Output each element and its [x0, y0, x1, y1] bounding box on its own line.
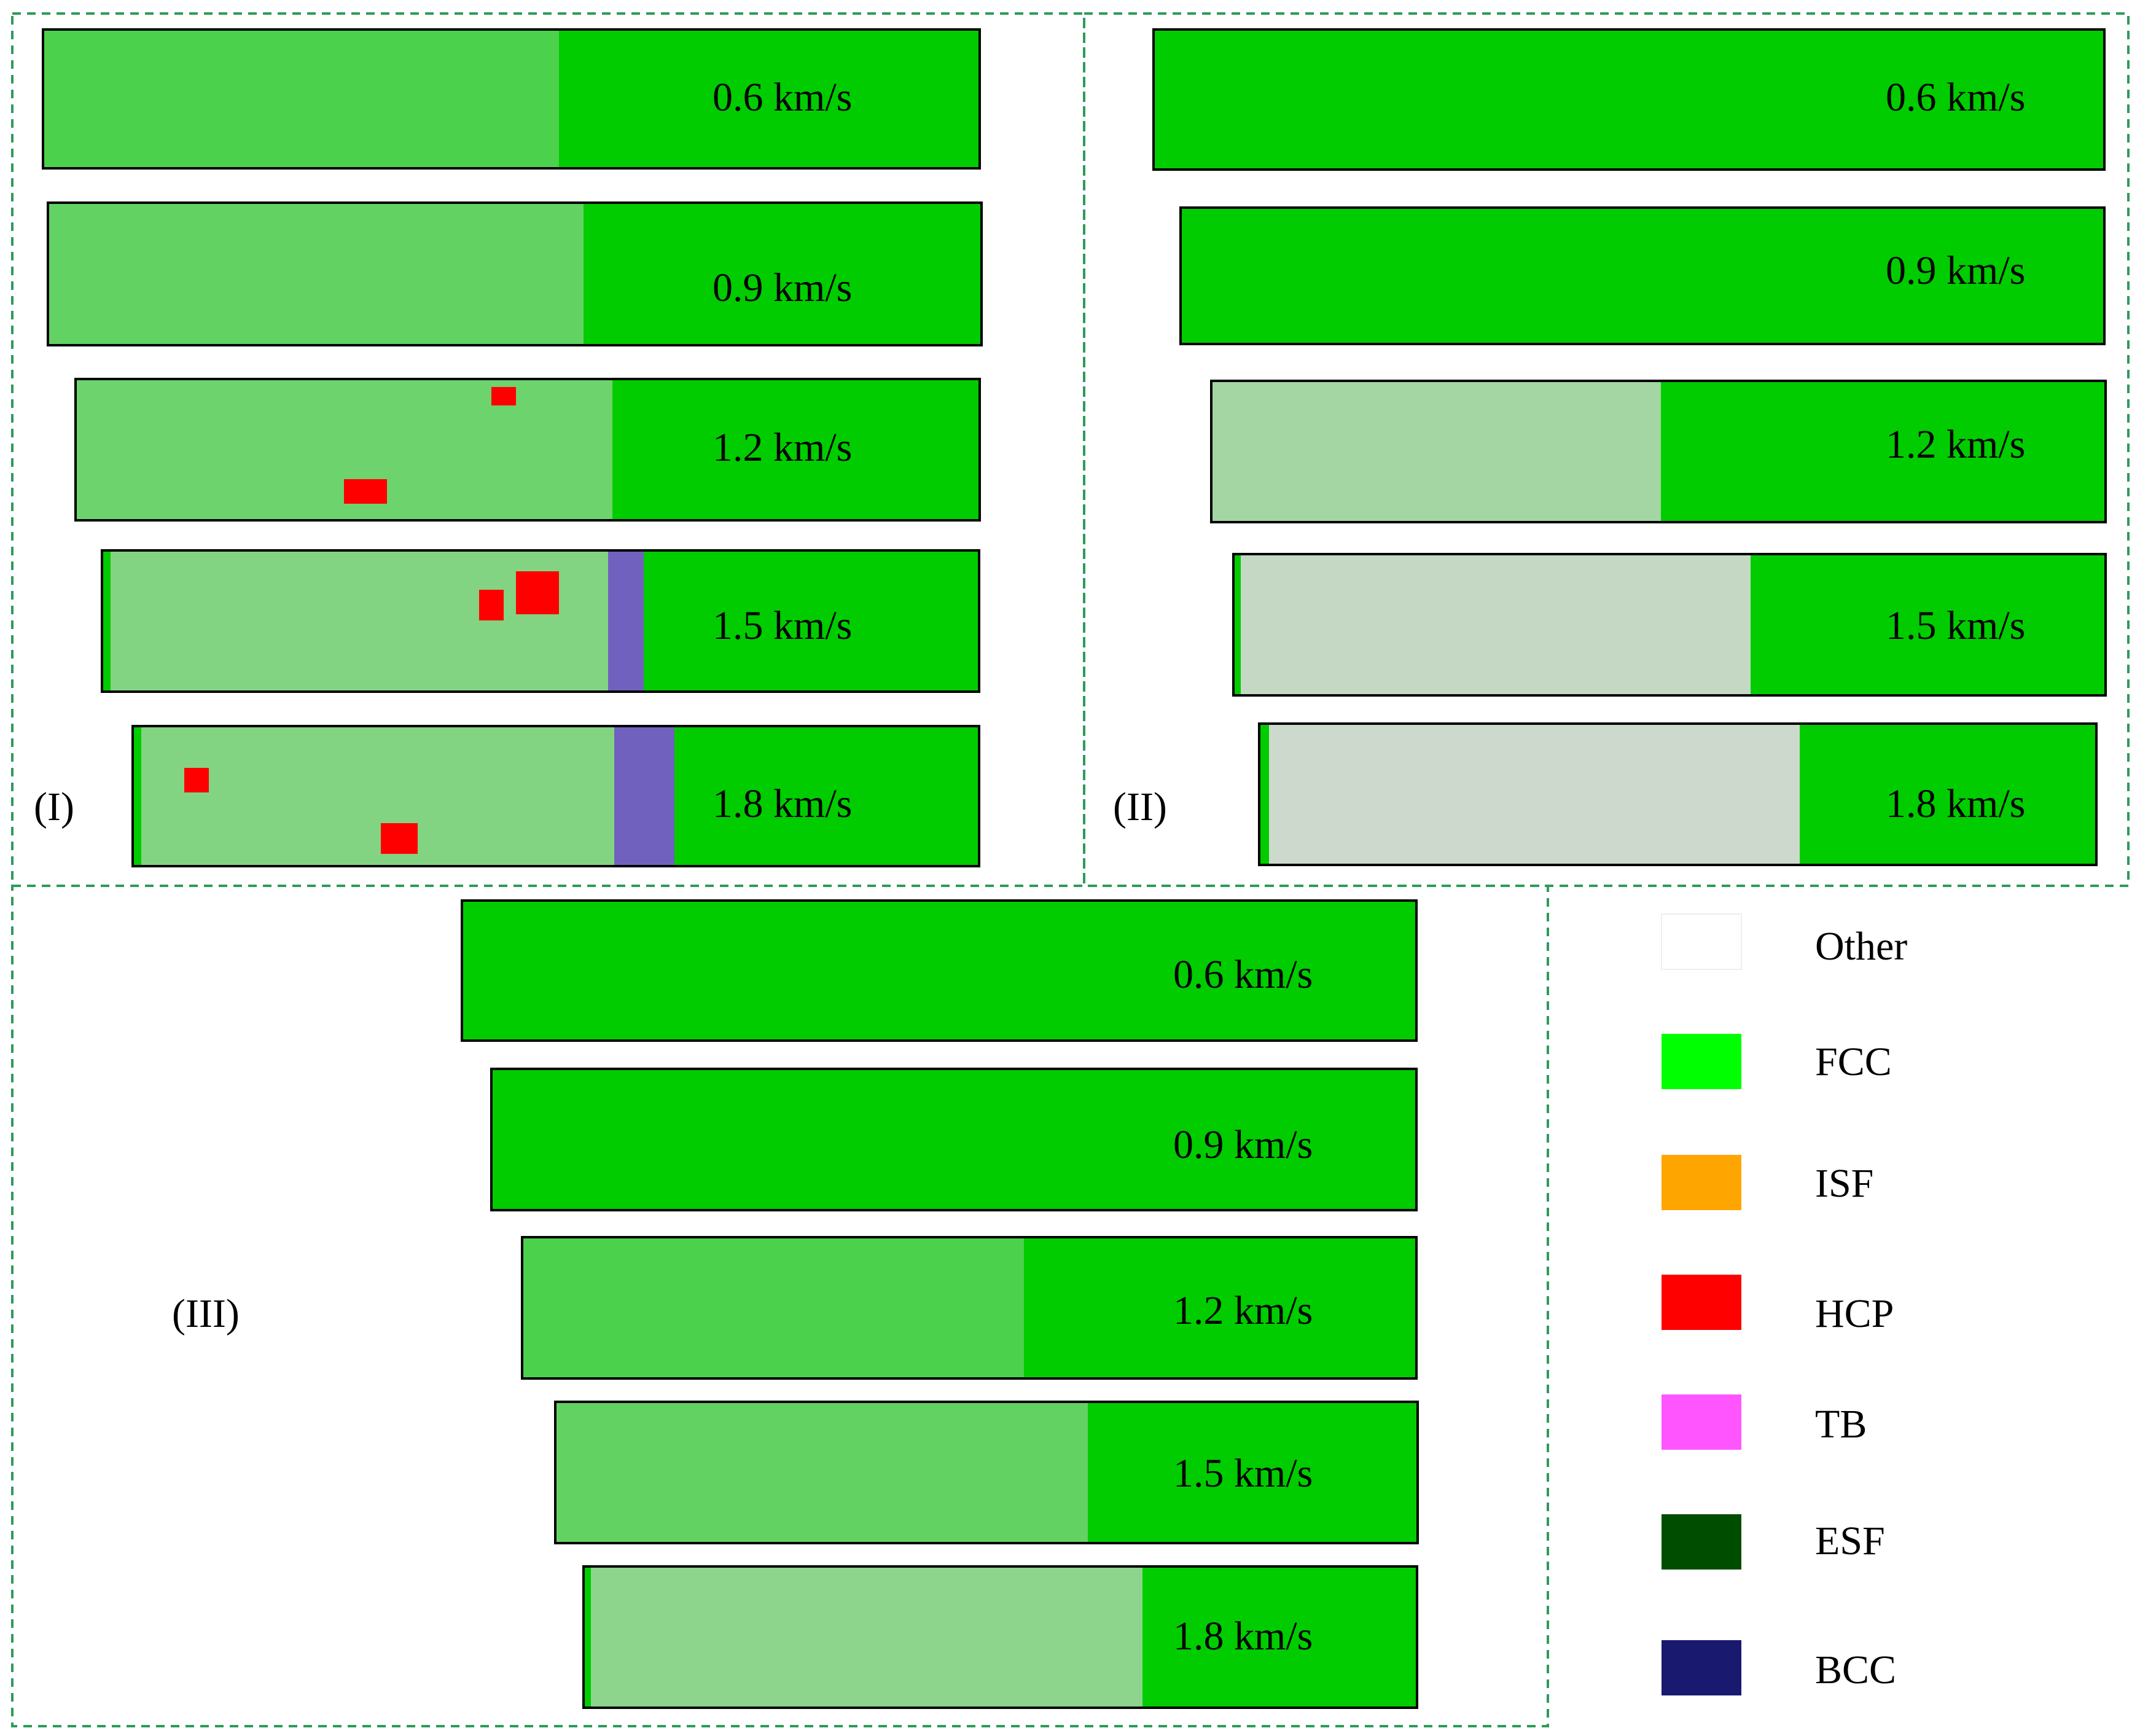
sample-I-2: 0.9 km/s [47, 201, 983, 346]
bcc-band [608, 552, 644, 690]
speed-label: 1.8 km/s [1173, 1614, 1313, 1659]
sample-fcc-region [521, 1236, 1418, 1380]
sample-III-1: 0.6 km/s [461, 899, 1418, 1042]
legend-swatch [1662, 1394, 1741, 1450]
legend: Other FCC ISF HCP TB ESF BCC [1661, 913, 1907, 1695]
speed-label: 1.2 km/s [1886, 422, 2025, 467]
sample-I-3: 1.2 km/s [74, 378, 981, 522]
sample-fcc-region [490, 1068, 1418, 1211]
sample-I-1: 0.6 km/s [42, 28, 981, 170]
sample-fcc-region [554, 1401, 1419, 1544]
speed-label: 0.9 km/s [713, 265, 852, 310]
legend-label: HCP [1815, 1291, 1894, 1336]
speed-label: 0.9 km/s [1173, 1122, 1313, 1167]
panel-tag-II: (II) [1113, 784, 1167, 829]
hcp-patch [381, 823, 418, 854]
sample-shocked-region [591, 1568, 1142, 1707]
sample-II-3: 1.2 km/s [1210, 380, 2107, 523]
sample-fcc-region [461, 899, 1418, 1042]
sample-III-5: 1.8 km/s [582, 1565, 1418, 1709]
speed-label: 1.5 km/s [1886, 603, 2025, 648]
sample-shocked-region [1269, 725, 1800, 864]
legend-swatch [1662, 1034, 1741, 1089]
legend-item-fcc: FCC [1662, 1034, 1892, 1089]
sample-fcc-region [1152, 28, 2106, 171]
panel-I: 0.6 km/s 0.9 km/s 1.2 km/s 1.5 km/s [34, 28, 983, 867]
sample-shocked-region [44, 31, 559, 167]
hcp-patch [184, 768, 209, 792]
hcp-patch [516, 571, 559, 614]
sample-II-4: 1.5 km/s [1232, 553, 2107, 697]
legend-label: ESF [1815, 1519, 1885, 1563]
panel-tag-III: (III) [172, 1291, 240, 1336]
hcp-patch [344, 479, 387, 504]
legend-label: BCC [1815, 1648, 1896, 1692]
legend-label: Other [1815, 924, 1907, 969]
speed-label: 0.6 km/s [1173, 952, 1313, 997]
legend-label: FCC [1815, 1039, 1892, 1084]
sample-II-1: 0.6 km/s [1152, 28, 2106, 171]
sample-fcc-region [47, 201, 983, 346]
legend-item-bcc: BCC [1662, 1640, 1896, 1695]
speed-label: 1.8 km/s [1886, 781, 2025, 826]
speed-label: 1.2 km/s [713, 425, 852, 470]
legend-item-tb: TB [1662, 1394, 1867, 1450]
sample-fcc-region [42, 28, 981, 170]
bcc-band [614, 727, 674, 865]
legend-swatch [1662, 1155, 1741, 1210]
sample-shocked-region [1241, 555, 1751, 694]
panel-II: 0.6 km/s 0.9 km/s 1.2 km/s 1.5 km/s 1.8 … [1113, 28, 2107, 866]
speed-label: 1.2 km/s [1173, 1288, 1313, 1333]
legend-label: ISF [1815, 1161, 1873, 1206]
panel-tag-I: (I) [34, 784, 74, 829]
sample-II-5: 1.8 km/s [1258, 722, 2098, 866]
legend-item-other: Other [1661, 913, 1907, 970]
speed-label: 1.5 km/s [1173, 1451, 1313, 1496]
speed-label: 1.5 km/s [713, 603, 852, 648]
sample-fcc-region [1179, 206, 2106, 345]
sample-shocked-region [1213, 382, 1661, 521]
sample-I-5: 1.8 km/s [131, 725, 980, 867]
legend-item-isf: ISF [1662, 1155, 1873, 1210]
panel-frame-II [1083, 12, 2130, 887]
sample-shocked-region [111, 552, 644, 690]
sample-I-4: 1.5 km/s [101, 549, 980, 693]
sample-III-2: 0.9 km/s [490, 1068, 1418, 1211]
sample-shocked-region [523, 1238, 1024, 1377]
legend-swatch [1661, 913, 1742, 970]
sample-III-3: 1.2 km/s [521, 1236, 1418, 1380]
sample-III-4: 1.5 km/s [554, 1401, 1419, 1544]
speed-label: 1.8 km/s [713, 781, 852, 826]
legend-swatch [1662, 1514, 1741, 1570]
speed-label: 0.6 km/s [713, 75, 852, 120]
legend-label: TB [1815, 1402, 1867, 1447]
speed-label: 0.9 km/s [1886, 248, 2025, 293]
panel-frame-III [11, 885, 1549, 1727]
legend-swatch [1662, 1275, 1741, 1330]
sample-shocked-region [49, 204, 584, 344]
panel-III: 0.6 km/s 0.9 km/s 1.2 km/s 1.5 km/s 1.8 … [172, 899, 1419, 1709]
legend-item-esf: ESF [1662, 1514, 1885, 1570]
legend-swatch [1662, 1640, 1741, 1695]
hcp-patch [491, 387, 516, 405]
sample-shocked-region [556, 1403, 1088, 1542]
hcp-patch [479, 590, 504, 620]
sample-II-2: 0.9 km/s [1179, 206, 2106, 345]
speed-label: 0.6 km/s [1886, 75, 2025, 120]
legend-item-hcp: HCP [1662, 1275, 1894, 1336]
